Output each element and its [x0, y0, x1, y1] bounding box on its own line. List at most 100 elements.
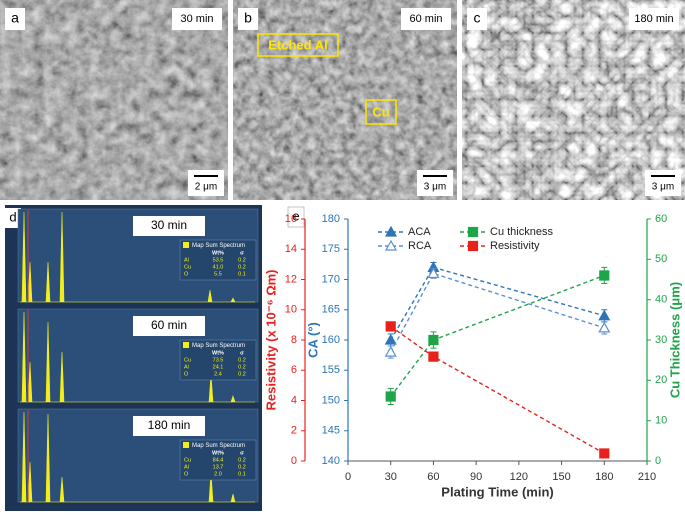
table-cell: 73.5: [213, 357, 224, 363]
y2-tick-label: 140: [322, 455, 340, 467]
table-header: Wt%: [212, 450, 224, 456]
y-tick-label: 2: [291, 425, 297, 437]
series-line: [390, 325, 605, 455]
y3-tick-label: 60: [655, 213, 667, 225]
table-cell: 24.1: [213, 364, 224, 370]
time-label: 30 min: [180, 13, 213, 25]
legend-swatch: [183, 342, 189, 348]
time-label: 30 min: [151, 218, 187, 232]
table-cell: 2.0: [214, 471, 222, 477]
legend-title: Map Sum Spectrum: [192, 243, 245, 249]
table-cell: Al: [184, 364, 189, 370]
legend-label: RCA: [408, 240, 432, 252]
y-tick-label: 10: [285, 304, 297, 316]
table-cell: 0.2: [238, 457, 246, 463]
table-cell: 2.4: [214, 371, 222, 377]
time-box: [133, 216, 205, 236]
legend-title: Map Sum Spectrum: [192, 343, 245, 349]
table-header: σ: [240, 350, 244, 356]
data-point: [384, 333, 397, 345]
table-cell: 0.2: [238, 371, 246, 377]
annotation-box: [257, 33, 339, 57]
spectrum: [20, 311, 255, 403]
legend-label: Resistivity: [490, 240, 540, 252]
y-tick-label: 12: [285, 273, 297, 285]
y-axis-title: Resistivity (x 10⁻⁶ Ωm): [263, 269, 278, 410]
legend-box: [179, 339, 257, 381]
table-cell: 13.7: [213, 464, 224, 470]
time-box: [172, 8, 222, 30]
table-cell: Al: [184, 257, 189, 263]
data-point: [384, 345, 397, 357]
data-point: [598, 321, 611, 333]
y2-tick-label: 165: [322, 304, 340, 316]
y-tick-label: 4: [291, 394, 297, 406]
data-point: [599, 448, 610, 459]
y-tick-label: 14: [285, 243, 297, 255]
series-line: [390, 266, 605, 341]
spectrum: [20, 211, 255, 303]
y3-tick-label: 50: [655, 253, 667, 265]
y-tick-label: 6: [291, 364, 297, 376]
legend-marker: [467, 240, 479, 252]
time-box: [401, 8, 451, 30]
table-cell: 0.2: [238, 364, 246, 370]
y3-tick-label: 10: [655, 415, 667, 427]
data-point: [385, 321, 396, 332]
table-cell: 41.0: [213, 264, 224, 270]
legend-swatch: [183, 242, 189, 248]
table-cell: Al: [184, 464, 189, 470]
y2-tick-label: 175: [322, 243, 340, 255]
table-header: Wt%: [212, 350, 224, 356]
y2-tick-label: 160: [322, 334, 340, 346]
y2-tick-label: 180: [322, 213, 340, 225]
y3-axis-title: Cu Thickness (μm): [667, 282, 682, 398]
scale-label: 3 μm: [652, 182, 674, 193]
y-tick-label: 0: [291, 455, 297, 467]
x-tick-label: 180: [595, 471, 613, 483]
data-point: [598, 309, 611, 321]
y2-tick-label: 155: [322, 364, 340, 376]
series-line: [390, 272, 605, 353]
x-tick-label: 30: [385, 471, 397, 483]
x-tick-label: 210: [638, 471, 656, 483]
table-cell: 0.2: [238, 357, 246, 363]
y3-tick-label: 30: [655, 334, 667, 346]
scale-box: [188, 170, 224, 196]
data-point: [428, 334, 439, 346]
table-cell: 0.1: [238, 471, 246, 477]
panel-label-box: [287, 206, 305, 228]
legend-label: Cu thickness: [490, 226, 553, 238]
table-header: Wt%: [212, 250, 224, 256]
data-point: [599, 270, 610, 281]
x-tick-label: 120: [510, 471, 528, 483]
chart: e 0 30 60 90 120 150 180 210 0 2 4 6 8 10 12 14 16 140 145 1…: [263, 206, 682, 499]
time-box: [629, 8, 679, 30]
table-cell: 5.5: [214, 271, 222, 277]
panel-label-box: [5, 8, 25, 30]
y-tick-label: 8: [291, 334, 297, 346]
y3-tick-label: 0: [655, 455, 661, 467]
time-box: [133, 316, 205, 336]
legend-marker: [384, 239, 398, 251]
panel-label-box: [238, 8, 258, 30]
y3-tick-label: 40: [655, 294, 667, 306]
legend-title: Map Sum Spectrum: [192, 443, 245, 449]
data-point: [427, 267, 440, 279]
spectrum: [20, 411, 255, 503]
table-cell: Cu: [184, 264, 191, 270]
panel-label-box: [5, 208, 21, 228]
x-tick-label: 0: [345, 471, 351, 483]
y2-tick-label: 170: [322, 273, 340, 285]
table-cell: Cu: [184, 457, 191, 463]
sem-image: [0, 0, 228, 200]
table-cell: 0.2: [238, 264, 246, 270]
y-tick-label: 16: [285, 213, 297, 225]
scale-label: 3 μm: [424, 182, 446, 193]
table-cell: O: [184, 271, 189, 277]
y2-tick-label: 150: [322, 394, 340, 406]
x-tick-label: 150: [552, 471, 570, 483]
data-point: [385, 391, 396, 402]
